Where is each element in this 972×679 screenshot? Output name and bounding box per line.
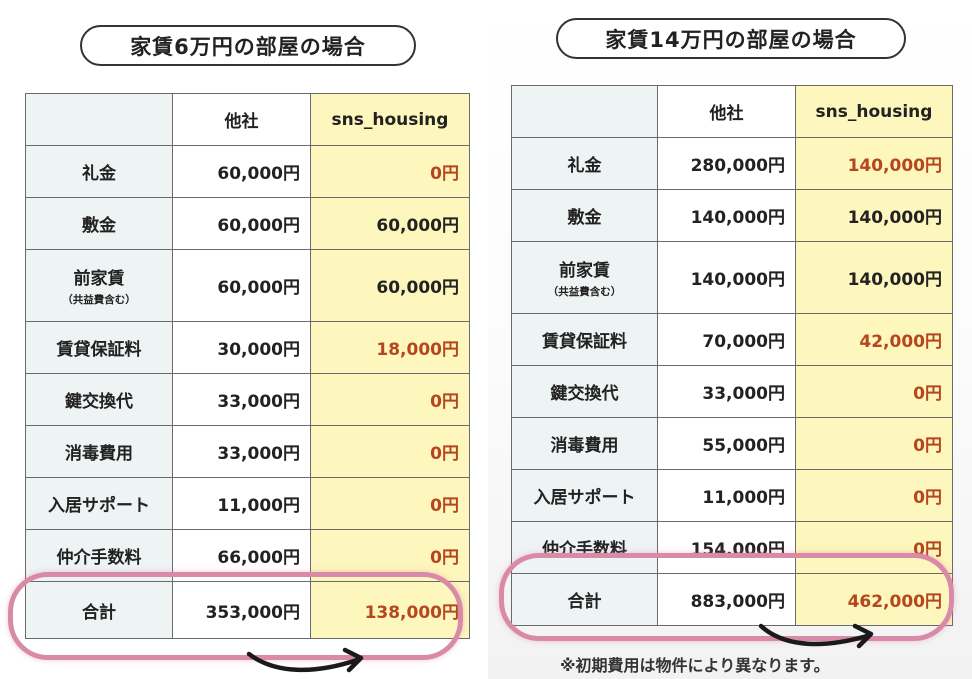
other-company-value: 70,000円 xyxy=(657,313,796,366)
other-company-header: 他社 xyxy=(657,85,796,138)
row-label: 鍵交換代 xyxy=(25,373,173,426)
row-label: 鍵交換代 xyxy=(511,365,658,418)
left-title-pill: 家賃6万円の部屋の場合 xyxy=(80,25,416,66)
other-company-value: 30,000円 xyxy=(172,321,311,374)
row-label-text: 礼金 xyxy=(82,164,116,184)
sns-housing-value: 0円 xyxy=(310,477,470,530)
row-label-text: 前家賃 xyxy=(73,269,125,289)
row-label: 敷金 xyxy=(511,189,658,242)
row-label-text: 賃貸保証料 xyxy=(56,340,142,360)
row-label-text: 賃貸保証料 xyxy=(542,332,627,352)
row-label-text: 入居サポート xyxy=(48,496,150,516)
sns-housing-value: 0円 xyxy=(310,373,470,426)
table-row: 入居サポート 11,000円 0円 xyxy=(25,477,470,530)
sns-housing-value: 0円 xyxy=(310,425,470,478)
table-row: 礼金 60,000円 0円 xyxy=(25,145,470,198)
table-row: 消毒費用 55,000円 0円 xyxy=(511,417,953,470)
table-row: 鍵交換代 33,000円 0円 xyxy=(511,365,953,418)
corner-cell xyxy=(25,93,173,146)
row-label-text: 消毒費用 xyxy=(550,436,619,456)
row-label: 消毒費用 xyxy=(25,425,173,478)
footnote: ※初期費用は物件により異なります。 xyxy=(560,656,830,675)
table-row: 礼金 280,000円 140,000円 xyxy=(511,137,953,190)
row-label-text: 入居サポート xyxy=(533,488,636,508)
sns-housing-header: sns_housing xyxy=(310,93,470,146)
row-label-text: 敷金 xyxy=(82,216,116,236)
other-company-value: 60,000円 xyxy=(172,249,311,322)
row-label-note: （共益費含む） xyxy=(547,286,622,298)
row-label-text: 合計 xyxy=(82,602,116,623)
right-title: 家賃14万円の部屋の場合 xyxy=(605,27,857,52)
other-company-value: 11,000円 xyxy=(657,469,796,522)
left-comparison-table: 他社 sns_housing 礼金 60,000円 0円 敷金 60,000円 60,000円… xyxy=(25,93,470,639)
row-label: 賃貸保証料 xyxy=(511,313,658,366)
row-label-text: 礼金 xyxy=(567,156,602,176)
table-row: 敷金 60,000円 60,000円 xyxy=(25,197,470,250)
other-company-value: 353,000円 xyxy=(172,581,311,639)
right-comparison-table: 他社 sns_housing 礼金 280,000円 140,000円 敷金 140,000… xyxy=(511,85,953,626)
sns-housing-value: 140,000円 xyxy=(795,137,953,190)
row-label-note: （共益費含む） xyxy=(62,294,136,306)
other-company-value: 60,000円 xyxy=(172,197,311,250)
other-company-value: 33,000円 xyxy=(657,365,796,418)
other-company-value: 140,000円 xyxy=(657,241,796,314)
sns-housing-header: sns_housing xyxy=(795,85,953,138)
corner-cell xyxy=(511,85,658,138)
other-company-header: 他社 xyxy=(172,93,311,146)
left-total-highlight xyxy=(8,572,463,660)
header-row: 他社 sns_housing xyxy=(511,85,953,138)
sns-housing-value: 140,000円 xyxy=(795,189,953,242)
table-row: 入居サポート 11,000円 0円 xyxy=(511,469,953,522)
sns-housing-value: 60,000円 xyxy=(310,197,470,250)
row-label: 前家賃 （共益費含む） xyxy=(511,241,658,314)
row-label: 入居サポート xyxy=(25,477,173,530)
other-company-value: 883,000円 xyxy=(657,573,796,626)
table-row: 賃貸保証料 30,000円 18,000円 xyxy=(25,321,470,374)
other-company-value: 33,000円 xyxy=(172,425,311,478)
row-label-text: 仲介手数料 xyxy=(56,548,142,568)
sns-housing-value: 42,000円 xyxy=(795,313,953,366)
table-row: 消毒費用 33,000円 0円 xyxy=(25,425,470,478)
row-label: 仲介手数料 xyxy=(511,521,658,574)
other-company-value: 55,000円 xyxy=(657,417,796,470)
table-row: 前家賃 （共益費含む） 60,000円 60,000円 xyxy=(25,249,470,322)
other-company-value: 11,000円 xyxy=(172,477,311,530)
sns-housing-value: 0円 xyxy=(795,469,953,522)
table-row: 敷金 140,000円 140,000円 xyxy=(511,189,953,242)
left-arrow-icon xyxy=(246,647,364,673)
sns-housing-value: 140,000円 xyxy=(795,241,953,314)
table-row: 前家賃 （共益費含む） 140,000円 140,000円 xyxy=(511,241,953,314)
other-company-value: 33,000円 xyxy=(172,373,311,426)
row-label-text: 消毒費用 xyxy=(65,444,133,464)
row-label-text: 鍵交換代 xyxy=(550,384,619,404)
row-label: 合計 xyxy=(25,581,173,639)
sns-housing-value: 0円 xyxy=(795,417,953,470)
sns-housing-value: 18,000円 xyxy=(310,321,470,374)
row-label: 賃貸保証料 xyxy=(25,321,173,374)
row-label-text: 敷金 xyxy=(567,208,602,228)
row-label-text: 合計 xyxy=(567,592,602,612)
row-label-text: 鍵交換代 xyxy=(65,392,133,412)
other-company-value: 280,000円 xyxy=(657,137,796,190)
sns-housing-value: 60,000円 xyxy=(310,249,470,322)
row-label: 礼金 xyxy=(511,137,658,190)
sns-housing-value: 0円 xyxy=(795,365,953,418)
table-row: 鍵交換代 33,000円 0円 xyxy=(25,373,470,426)
right-total-highlight xyxy=(499,553,954,641)
header-row: 他社 sns_housing xyxy=(25,93,470,146)
row-label: 入居サポート xyxy=(511,469,658,522)
table-row: 賃貸保証料 70,000円 42,000円 xyxy=(511,313,953,366)
other-company-value: 140,000円 xyxy=(657,189,796,242)
right-title-pill: 家賃14万円の部屋の場合 xyxy=(556,18,906,59)
other-company-value: 60,000円 xyxy=(172,145,311,198)
right-arrow-icon xyxy=(758,623,874,649)
row-label-text: 前家賃 xyxy=(559,261,610,281)
row-label: 前家賃 （共益費含む） xyxy=(25,249,173,322)
sns-housing-value: 0円 xyxy=(310,145,470,198)
row-label: 消毒費用 xyxy=(511,417,658,470)
row-label: 礼金 xyxy=(25,145,173,198)
left-title: 家賃6万円の部屋の場合 xyxy=(130,34,366,59)
row-label: 敷金 xyxy=(25,197,173,250)
